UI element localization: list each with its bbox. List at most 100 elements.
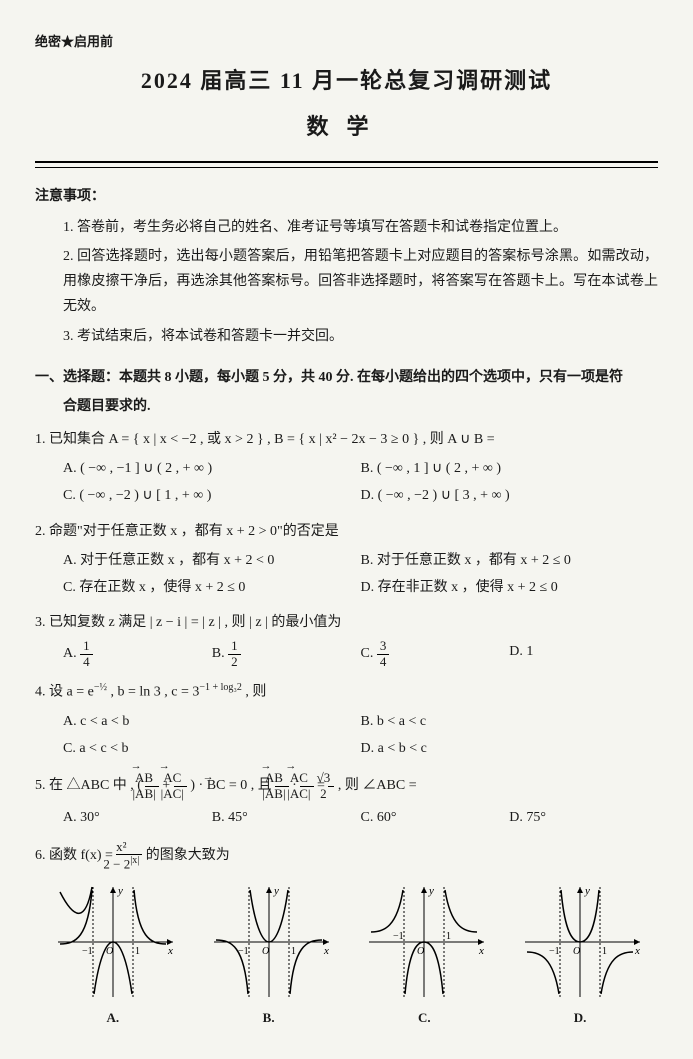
q4-opt-d: D. a < b < c (361, 736, 659, 761)
q4-exp2: −1 + log₃2 (199, 682, 242, 693)
frac-num: 3 (377, 639, 390, 654)
q2-options: A. 对于任意正数 x ，都有 x + 2 < 0 B. 对于任意正数 x ，都… (35, 548, 658, 602)
notice-item: 2. 回答选择题时，选出每小题答案后，用铅笔把答题卡上对应题目的答案标号涂黑。如… (63, 244, 658, 320)
graph-a-svg: −1 O 1 x y (48, 882, 178, 1002)
q1-opt-d: D. ( −∞ , −2 ) ∪ [ 3 , + ∞ ) (361, 483, 659, 508)
opt-plain: 1 (526, 644, 533, 659)
opt-label: A. (63, 646, 77, 661)
q2-opt-d: D. 存在非正数 x ，使得 x + 2 ≤ 0 (361, 575, 659, 600)
q4-options: A. c < a < b B. b < a < c C. a < c < b D… (35, 709, 658, 763)
vec-ac: AC (290, 770, 308, 785)
exam-subtitle: 数学 (35, 107, 658, 147)
axis-pos1: 1 (291, 946, 296, 957)
q5-options: A. 30° B. 45° C. 60° D. 75° (35, 805, 658, 832)
q6-post: 的图象大致为 (146, 848, 230, 863)
vec-frac-ac2: AC|AC| (300, 771, 313, 801)
fraction: 12 (228, 639, 241, 669)
notice-item: 3. 考试结束后，将本试卷和答题卡一并交回。 (63, 324, 658, 349)
q5-opt-c: C. 60° (361, 805, 510, 830)
graph-c-svg: −1 O 1 x y (359, 882, 489, 1002)
q4-opt-a: A. c < a < b (63, 709, 361, 734)
graph-d-svg: −1 O 1 x y (515, 882, 645, 1002)
question-6: 6. 函数 f(x) = x² 2 − 2|x| 的图象大致为 (35, 840, 658, 872)
axis-neg1: −1 (549, 946, 560, 957)
q2-opt-b: B. 对于任意正数 x ，都有 x + 2 ≤ 0 (361, 548, 659, 573)
q4-pre: 4. 设 a = e (35, 685, 94, 700)
axis-neg1: −1 (238, 946, 249, 957)
mag-ac: |AC| (174, 787, 187, 801)
axis-x: x (167, 945, 173, 957)
notice-list: 1. 答卷前，考生务必将自己的姓名、准考证号等填写在答题卡和试卷指定位置上。 2… (35, 215, 658, 349)
divider-thick (35, 161, 658, 163)
axis-y: y (273, 885, 279, 897)
q4-opt-c: C. a < c < b (63, 736, 361, 761)
frac-den: 4 (80, 655, 93, 669)
frac-num: 1 (80, 639, 93, 654)
q6-den: 2 − 2|x| (116, 855, 142, 872)
q3-options: A. 14 B. 12 C. 34 D. 1 (35, 639, 658, 671)
opt-label: B. (212, 646, 225, 661)
sqrt-frac: √32 (328, 771, 334, 801)
q4-post: , 则 (242, 685, 267, 700)
graph-b-svg: −1 O 1 x y (204, 882, 334, 1002)
graph-d-label: D. (515, 1006, 645, 1029)
q1-opt-a: A. ( −∞ , −1 ] ∪ ( 2 , + ∞ ) (63, 456, 361, 481)
frac-den: 2 (228, 655, 241, 669)
q4-mid: , b = ln 3 , c = 3 (107, 685, 199, 700)
vec-frac-ac: AC|AC| (174, 771, 187, 801)
axis-o: O (262, 946, 269, 957)
axis-o: O (573, 946, 580, 957)
question-1: 1. 已知集合 A = { x | x < −2 , 或 x > 2 } , B… (35, 427, 658, 452)
q1-opt-b: B. ( −∞ , 1 ] ∪ ( 2 , + ∞ ) (361, 456, 659, 481)
q3-opt-d: D. 1 (509, 639, 658, 669)
q1-opt-c: C. ( −∞ , −2 ) ∪ [ 1 , + ∞ ) (63, 483, 361, 508)
frac-den: 4 (377, 655, 390, 669)
q3-opt-a: A. 14 (63, 639, 212, 669)
axis-neg1: −1 (82, 946, 93, 957)
graph-c-label: C. (359, 1006, 489, 1029)
axis-pos1: 1 (135, 946, 140, 957)
part1-head-cont: 合题目要求的. (35, 394, 658, 419)
axis-x: x (323, 945, 329, 957)
mag-ac: |AC| (300, 787, 313, 801)
part1-head: 一、选择题：本题共 8 小题，每小题 5 分，共 40 分. 在每小题给出的四个… (35, 365, 658, 390)
notice-item: 1. 答卷前，考生务必将自己的姓名、准考证号等填写在答题卡和试卷指定位置上。 (63, 215, 658, 240)
q4-exp1: −½ (94, 682, 107, 693)
q2-opt-c: C. 存在正数 x ，使得 x + 2 ≤ 0 (63, 575, 361, 600)
mag-ab: |AB| (145, 787, 158, 801)
q3-opt-c: C. 34 (361, 639, 510, 669)
vec-ab: AB (265, 770, 283, 785)
exam-title: 2024 届高三 11 月一轮总复习调研测试 (35, 61, 658, 101)
q5-opt-d: D. 75° (509, 805, 658, 830)
axis-y: y (117, 885, 123, 897)
q6-den-base: 2 − 2 (103, 857, 130, 872)
vec-ac: AC (163, 770, 181, 785)
q5-pre: 5. 在 △ABC 中 , ( (35, 778, 145, 793)
q2-opt-a: A. 对于任意正数 x ，都有 x + 2 < 0 (63, 548, 361, 573)
axis-o: O (417, 946, 424, 957)
axis-x: x (634, 945, 640, 957)
q5-opt-b: B. 45° (212, 805, 361, 830)
sqrt-den: 2 (328, 787, 334, 801)
axis-y: y (428, 885, 434, 897)
fraction: 34 (377, 639, 390, 669)
vec-bc: BC (207, 778, 226, 793)
q6-num: x² (116, 840, 142, 855)
q5-opt-a: A. 30° (63, 805, 212, 830)
vec-frac-ab: AB|AB| (145, 771, 158, 801)
axis-pos1: 1 (446, 931, 451, 942)
question-2: 2. 命题"对于任意正数 x ，都有 x + 2 > 0"的否定是 (35, 519, 658, 544)
q6-den-exp: |x| (130, 855, 139, 866)
graph-b-label: B. (204, 1006, 334, 1029)
divider-thin (35, 167, 658, 168)
opt-label: C. (361, 646, 374, 661)
axis-neg1: −1 (393, 931, 404, 942)
vec-ab: AB (135, 770, 153, 785)
q5-post: , 则 ∠ABC = (338, 778, 417, 793)
q1-options: A. ( −∞ , −1 ] ∪ ( 2 , + ∞ ) B. ( −∞ , 1… (35, 456, 658, 510)
frac-num: 1 (228, 639, 241, 654)
graph-a-label: A. (48, 1006, 178, 1029)
q3-opt-b: B. 12 (212, 639, 361, 669)
axis-o: O (106, 946, 113, 957)
header-mark: 绝密★启用前 (35, 30, 658, 53)
